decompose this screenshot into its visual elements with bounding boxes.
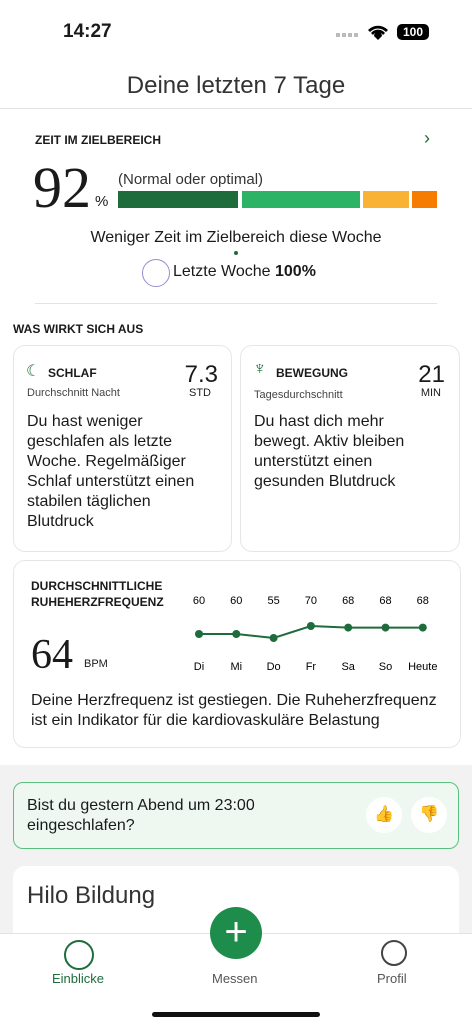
heart-unit: BPM (84, 658, 108, 670)
sleep-card[interactable]: ☾ SCHLAF Durchschnitt Nacht 7.3 STD Du h… (13, 345, 232, 552)
sleep-title: SCHLAF (48, 366, 97, 380)
activity-subtitle: Tagesdurchschnitt (254, 389, 343, 401)
percent-sign: % (95, 193, 109, 210)
tab-label[interactable]: Einblicke (52, 971, 105, 986)
education-title: Hilo Bildung (27, 882, 156, 909)
activity-unit: MIN (420, 387, 441, 399)
heart-value-label: 60 (230, 595, 242, 607)
heart-point (381, 623, 390, 632)
heart-point (418, 623, 427, 632)
battery: 100 (397, 24, 429, 40)
heart-point (344, 623, 353, 632)
heart-value-label: 60 (193, 595, 205, 607)
heart-point (195, 630, 203, 638)
heart-value-label: 68 (417, 595, 429, 607)
tab-label[interactable]: Messen (212, 971, 258, 986)
question-text: Bist du gestern Abend um 23:00 eingeschl… (27, 797, 255, 834)
heart-value: 64 (31, 632, 73, 678)
divider (35, 303, 437, 304)
tab-icon (64, 940, 94, 970)
heart-text: Deine Herzfrequenz ist gestiegen. Die Ru… (31, 692, 437, 729)
sleep-subtitle: Durchschnitt Nacht (27, 387, 120, 399)
heart-card[interactable]: DURCHSCHNITTLICHE RUHEHERZFREQUENZ 64 BP… (13, 560, 461, 748)
zone-heading: ZEIT IM ZIELBEREICH (35, 133, 161, 147)
day-label: Mi (230, 661, 242, 673)
day-label: Di (194, 661, 204, 673)
last-week: Letzte Woche 100% (173, 263, 316, 281)
sleep-unit: STD (189, 387, 211, 399)
day-label: Heute (408, 661, 437, 673)
activity-card[interactable]: ♆ BEWEGUNG Tagesdurchschnitt 21 MIN Du h… (240, 345, 460, 552)
day-label: Do (267, 661, 281, 673)
chevron[interactable]: › (424, 128, 430, 148)
activity-value: 21 (418, 361, 445, 388)
thumbs-down[interactable]: 👎 (411, 797, 447, 833)
heart-value-label: 55 (267, 595, 279, 607)
activity-title: BEWEGUNG (276, 366, 348, 380)
sleep-value: 7.3 (184, 361, 218, 388)
activity-text: Du hast dich mehr bewegt. Aktiv bleiben … (254, 413, 405, 490)
tab-icon (381, 940, 407, 966)
thumbs-up[interactable]: 👍 (366, 797, 402, 833)
heart-value-label: 70 (305, 595, 317, 607)
page-title: Deine letzten 7 Tage (126, 72, 346, 99)
heart-point (269, 634, 278, 642)
heart-title: DURCHSCHNITTLICHE RUHEHERZFREQUENZ (31, 579, 164, 609)
tab-label[interactable]: Profil (377, 971, 407, 986)
zone-percent: 92 (33, 155, 91, 220)
day-label: Sa (341, 661, 355, 673)
add-button[interactable]: + (210, 907, 262, 959)
status-time: 14:27 (63, 21, 112, 42)
heart-point (232, 630, 241, 638)
zone-summary: Weniger Zeit im Zielbereich diese Woche (90, 229, 382, 246)
status-icons (336, 25, 388, 40)
range-bar (118, 191, 437, 208)
impact-heading: WAS WIRKT SICH AUS (13, 322, 144, 336)
week-icon (142, 259, 170, 287)
heart-value-label: 68 (342, 595, 354, 607)
day-label: Fr (306, 661, 317, 673)
range-label: (Normal oder optimal) (118, 171, 264, 188)
heart-value-label: 68 (379, 595, 391, 607)
heart-point (306, 622, 315, 630)
home-indicator (152, 1012, 320, 1017)
heart-chart: 60 Di 60 Mi 55 Do 70 Fr 68 Sa 68 So 68 Heute (193, 595, 438, 673)
question-card: Bist du gestern Abend um 23:00 eingeschl… (13, 782, 459, 849)
sleep-text: Du hast weniger geschlafen als letzte Wo… (27, 413, 195, 530)
last-week-label: Letzte Woche (173, 263, 271, 280)
day-label: So (379, 661, 392, 673)
last-week-value: 100% (275, 263, 316, 280)
page-dot (234, 251, 238, 255)
divider (0, 108, 472, 109)
